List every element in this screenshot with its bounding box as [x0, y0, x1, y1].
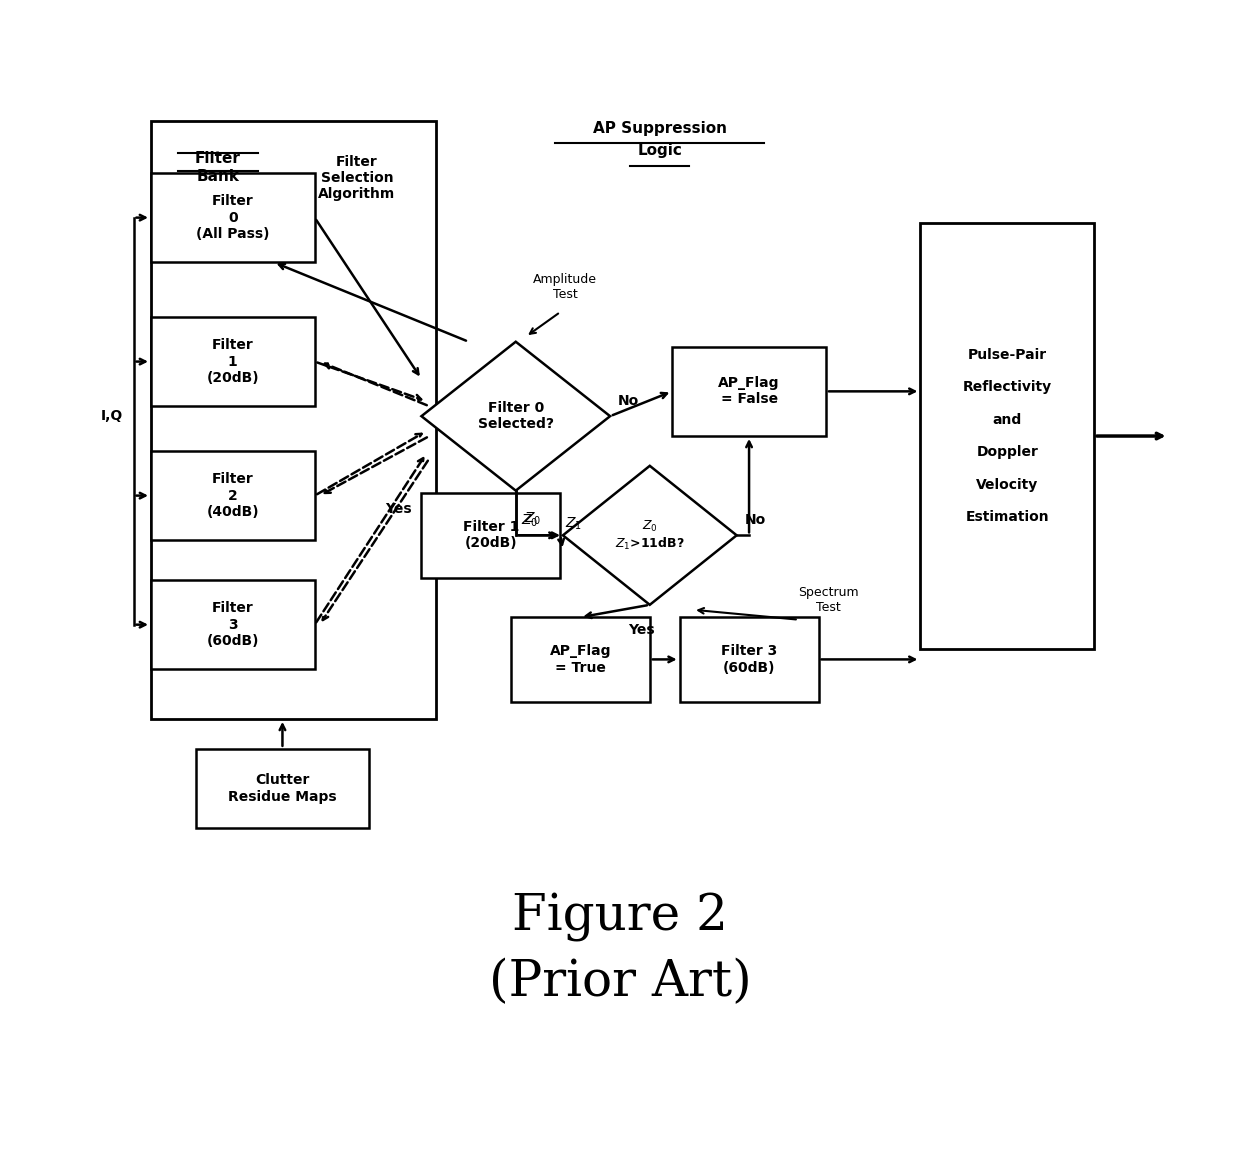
Text: Filter
3
(60dB): Filter 3 (60dB)	[207, 602, 259, 648]
Text: $Z_0$
$Z_1$>11dB?: $Z_0$ $Z_1$>11dB?	[615, 518, 684, 552]
Bar	[920, 222, 1094, 649]
Text: Clutter
Residue Maps: Clutter Residue Maps	[228, 773, 337, 804]
Text: Filter 3
(60dB): Filter 3 (60dB)	[720, 644, 777, 675]
Text: $Z_0$: $Z_0$	[523, 510, 541, 526]
Text: No: No	[618, 395, 640, 408]
Text: $Z_0$: $Z_0$	[521, 513, 538, 529]
Bar	[151, 172, 315, 263]
Bar	[151, 121, 436, 718]
Text: AP_Flag
= True: AP_Flag = True	[549, 644, 611, 675]
Text: Pulse-Pair

Reflectivity

and

Doppler

Velocity

Estimation: Pulse-Pair Reflectivity and Doppler Velo…	[962, 348, 1052, 524]
Bar	[151, 317, 315, 406]
Bar	[680, 617, 818, 701]
Text: Filter 1
(20dB): Filter 1 (20dB)	[463, 521, 520, 551]
Text: Filter
1
(20dB): Filter 1 (20dB)	[207, 338, 259, 385]
Bar	[196, 749, 370, 828]
Bar	[422, 493, 560, 577]
Text: Yes: Yes	[629, 622, 655, 636]
Bar	[151, 451, 315, 540]
Text: AP_Flag
= False: AP_Flag = False	[718, 376, 780, 406]
Bar	[511, 617, 650, 701]
Text: Filter
Bank: Filter Bank	[195, 152, 241, 184]
Bar	[672, 347, 826, 436]
Text: Filter
Selection
Algorithm: Filter Selection Algorithm	[319, 155, 396, 201]
Text: Amplitude
Test: Amplitude Test	[533, 273, 598, 301]
Text: I,Q: I,Q	[100, 410, 123, 423]
Text: Filter
0
(All Pass): Filter 0 (All Pass)	[196, 194, 269, 241]
Text: Logic: Logic	[637, 143, 682, 159]
Text: Filter 0
Selected?: Filter 0 Selected?	[477, 401, 554, 432]
Text: (Prior Art): (Prior Art)	[489, 957, 751, 1007]
Polygon shape	[422, 341, 610, 491]
Polygon shape	[563, 466, 737, 605]
Text: Yes: Yes	[384, 501, 412, 516]
Text: Figure 2: Figure 2	[512, 893, 728, 942]
Bar	[151, 580, 315, 670]
Text: Spectrum
Test: Spectrum Test	[799, 585, 859, 614]
Text: No: No	[744, 514, 766, 528]
Text: Filter
2
(40dB): Filter 2 (40dB)	[207, 472, 259, 518]
Text: AP Suppression: AP Suppression	[593, 121, 727, 137]
Text: $Z_1$: $Z_1$	[565, 515, 583, 531]
